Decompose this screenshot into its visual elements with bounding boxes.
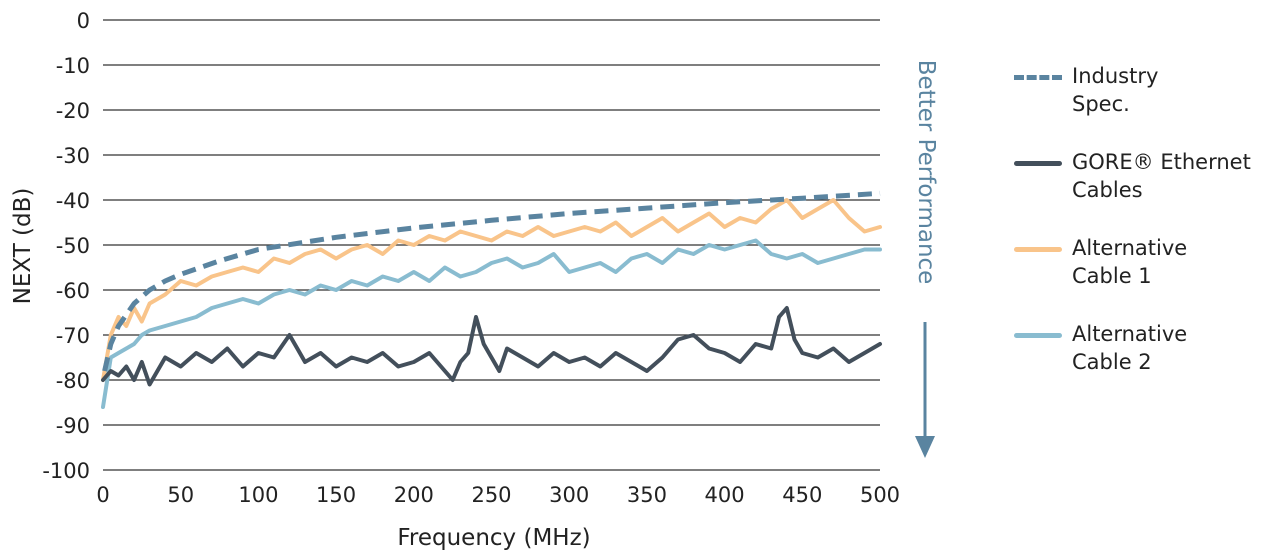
y-tick-label: -70 bbox=[56, 324, 90, 348]
x-tick-label: 150 bbox=[316, 483, 356, 507]
legend-label: Industry Spec. bbox=[1072, 64, 1159, 116]
y-tick-label: -80 bbox=[56, 369, 90, 393]
legend-item-gore-ethernet: GORE® Ethernet Cables bbox=[1014, 148, 1270, 234]
legend-label: Alternative Cable 2 bbox=[1072, 322, 1188, 374]
series-lines bbox=[101, 190, 882, 409]
legend: Industry Spec. GORE® Ethernet Cables Alt… bbox=[1014, 62, 1270, 406]
x-tick-label: 450 bbox=[782, 483, 822, 507]
x-tick-label: 50 bbox=[167, 483, 194, 507]
legend-swatch-alternative-cable-1 bbox=[1014, 247, 1062, 252]
legend-swatch-alternative-cable-2 bbox=[1014, 333, 1062, 338]
series-line-alt1 bbox=[101, 198, 882, 382]
y-tick-label: -40 bbox=[56, 189, 90, 213]
y-tick-label: -60 bbox=[56, 279, 90, 303]
legend-label: Alternative Cable 1 bbox=[1072, 236, 1188, 288]
arrow-down-icon bbox=[915, 436, 935, 458]
x-tick-label: 250 bbox=[471, 483, 511, 507]
x-tick-label: 0 bbox=[96, 483, 109, 507]
y-tick-label: 0 bbox=[77, 9, 90, 33]
x-tick-label: 300 bbox=[549, 483, 589, 507]
y-tick-label: -90 bbox=[56, 414, 90, 438]
x-tick-label: 100 bbox=[238, 483, 278, 507]
x-tick-label: 500 bbox=[860, 483, 900, 507]
x-tick-label: 400 bbox=[705, 483, 745, 507]
x-tick-labels: 0 50 100 150 200 250 300 350 400 450 500 bbox=[96, 483, 900, 507]
y-axis-title: NEXT (dB) bbox=[10, 188, 36, 305]
y-tick-label: -100 bbox=[42, 459, 90, 483]
x-tick-label: 350 bbox=[627, 483, 667, 507]
y-tick-label: -30 bbox=[56, 144, 90, 168]
y-tick-labels: 0 -10 -20 -30 -40 -50 -60 -70 -80 -90 -100 bbox=[42, 9, 90, 483]
legend-swatch-gore-ethernet bbox=[1014, 161, 1062, 166]
y-tick-label: -20 bbox=[56, 99, 90, 123]
legend-swatch-industry-spec bbox=[1014, 75, 1062, 80]
x-axis-title: Frequency (MHz) bbox=[397, 525, 590, 551]
x-tick-label: 200 bbox=[394, 483, 434, 507]
legend-item-alternative-cable-2: Alternative Cable 2 bbox=[1014, 320, 1270, 406]
y-tick-label: -10 bbox=[56, 54, 90, 78]
better-performance-label: Better Performance bbox=[913, 60, 939, 285]
better-performance-arrow: Better Performance bbox=[913, 60, 939, 458]
legend-item-industry-spec: Industry Spec. bbox=[1014, 62, 1270, 148]
grid-lines bbox=[103, 19, 880, 471]
series-line-gore bbox=[101, 306, 882, 387]
legend-item-alternative-cable-1: Alternative Cable 1 bbox=[1014, 234, 1270, 320]
legend-label: GORE® Ethernet Cables bbox=[1072, 150, 1251, 202]
y-tick-label: -50 bbox=[56, 234, 90, 258]
series-line-alt2 bbox=[101, 238, 882, 409]
